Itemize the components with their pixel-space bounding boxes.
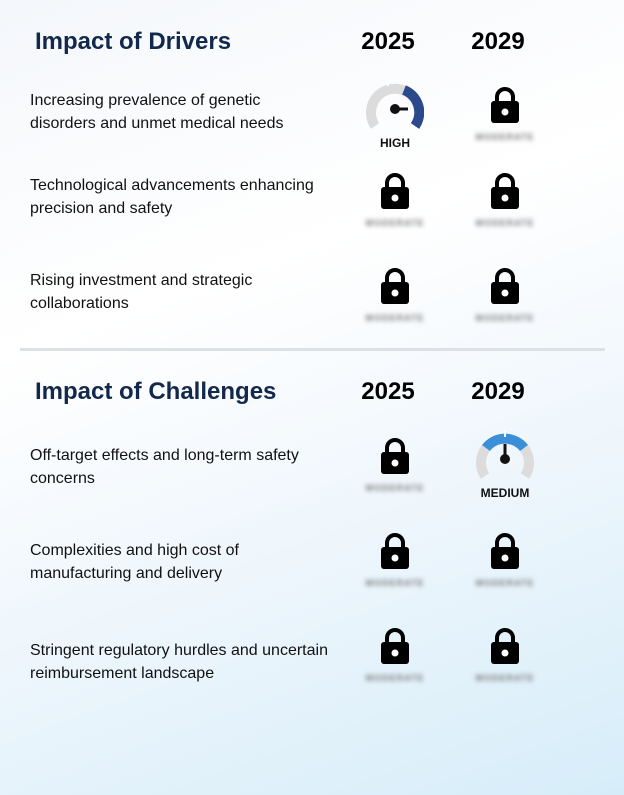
lock-icon: [491, 533, 519, 569]
drivers-title: Impact of Drivers: [35, 28, 232, 55]
gauge-level-label: HIGH: [380, 136, 410, 150]
lock-icon: [381, 268, 409, 304]
gauge-icon: [476, 431, 534, 479]
locked-value: MODERATE: [475, 132, 535, 142]
driver-label-2: Technological advancements enhancing pre…: [30, 177, 314, 217]
challenge-1-2025-cell[interactable]: MODERATE: [355, 437, 435, 507]
challenge-label-3: Stringent regulatory hurdles and uncerta…: [30, 642, 328, 682]
lock-icon: [381, 173, 409, 209]
challenge-2-2025-cell[interactable]: MODERATE: [355, 532, 435, 602]
locked-value: MODERATE: [365, 673, 425, 683]
challenges-year-2029: 2029: [471, 378, 525, 405]
locked-value: MODERATE: [475, 673, 535, 683]
lock-icon: [491, 87, 519, 123]
lock-icon: [491, 628, 519, 664]
locked-value: MODERATE: [475, 578, 535, 588]
drivers-year-2025: 2025: [361, 28, 415, 55]
challenge-1-2029-cell: MEDIUM: [465, 431, 545, 512]
driver-3-2029-cell[interactable]: MODERATE: [465, 267, 545, 337]
driver-2-2025-cell[interactable]: MODERATE: [355, 172, 435, 242]
lock-icon: [491, 268, 519, 304]
driver-3-2025-cell[interactable]: MODERATE: [355, 267, 435, 337]
gauge-level-label: MEDIUM: [480, 486, 530, 500]
lock-icon: [381, 533, 409, 569]
challenge-2-2029-cell[interactable]: MODERATE: [465, 532, 545, 602]
locked-value: MODERATE: [365, 483, 425, 493]
driver-label-3: Rising investment and strategic collabor…: [30, 272, 253, 312]
challenges-title: Impact of Challenges: [35, 378, 277, 405]
locked-value: MODERATE: [365, 313, 425, 323]
challenge-3-2025-cell[interactable]: MODERATE: [355, 627, 435, 697]
challenges-year-2025: 2025: [361, 378, 415, 405]
challenge-3-2029-cell[interactable]: MODERATE: [465, 627, 545, 697]
driver-label-1: Increasing prevalence of genetic disorde…: [30, 92, 284, 132]
locked-value: MODERATE: [365, 218, 425, 228]
drivers-year-2029: 2029: [471, 28, 525, 55]
driver-1-2025-cell: HIGH: [355, 82, 435, 162]
gauge-icon: [366, 82, 424, 129]
driver-2-2029-cell[interactable]: MODERATE: [465, 172, 545, 242]
locked-value: MODERATE: [365, 578, 425, 588]
section-divider: [20, 348, 605, 351]
driver-1-2029-cell[interactable]: MODERATE: [465, 86, 545, 156]
challenge-label-2: Complexities and high cost of manufactur…: [30, 542, 239, 582]
challenge-label-1: Off-target effects and long-term safety …: [30, 447, 299, 487]
lock-icon: [381, 628, 409, 664]
lock-icon: [491, 173, 519, 209]
locked-value: MODERATE: [475, 218, 535, 228]
lock-icon: [381, 438, 409, 474]
locked-value: MODERATE: [475, 313, 535, 323]
